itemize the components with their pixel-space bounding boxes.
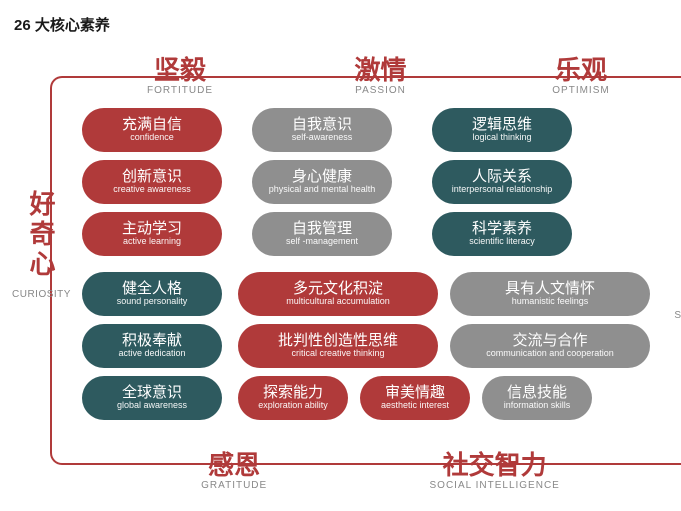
header-row: 坚毅FORTITUDE 激情PASSION 乐观OPTIMISM (90, 50, 671, 96)
pill-zh: 交流与合作 (512, 333, 587, 350)
footer-en: GRATITUDE (201, 480, 267, 491)
pill-en: aesthetic interest (381, 401, 449, 411)
competency-pill: 主动学习active learning (82, 212, 222, 256)
left-axis-label: 好奇心 CURIOSITY (12, 190, 71, 300)
pill-en: information skills (504, 401, 571, 411)
pill-en: physical and mental health (269, 185, 376, 195)
pill-zh: 积极奉献 (122, 333, 182, 350)
pill-en: confidence (130, 133, 174, 143)
pill-row: 充满自信confidence 自我意识self-awareness 逻辑思维logi… (82, 108, 679, 152)
header-en: FORTITUDE (90, 85, 270, 96)
pill-zh: 信息技能 (507, 385, 567, 402)
competency-pill: 自我意识self-awareness (252, 108, 392, 152)
pill-row: 创新意识creative awareness 身心健康physical and m… (82, 160, 679, 204)
pill-en: multicultural accumulation (286, 297, 390, 307)
pill-en: interpersonal relationship (452, 185, 553, 195)
header-en: PASSION (291, 85, 471, 96)
competency-pill: 健全人格sound personality (82, 272, 222, 316)
pill-en: creative awareness (113, 185, 191, 195)
pill-en: active learning (123, 237, 181, 247)
pill-zh: 健全人格 (122, 281, 182, 298)
pill-zh: 批判性创造性思维 (278, 333, 398, 350)
curiosity-en: CURIOSITY (12, 289, 71, 300)
competency-pill: 身心健康physical and mental health (252, 160, 392, 204)
pill-zh: 科学素养 (472, 221, 532, 238)
pill-en: active dedication (118, 349, 185, 359)
competency-pill: 具有人文情怀humanistic feelings (450, 272, 650, 316)
pill-zh: 多元文化积淀 (293, 281, 383, 298)
pill-en: self-awareness (292, 133, 353, 143)
competency-pill: 批判性创造性思维critical creative thinking (238, 324, 438, 368)
footer-row: 感恩GRATITUDE 社交智力SOCIAL INTELLIGENCE (120, 445, 641, 491)
footer-en: SOCIAL INTELLIGENCE (430, 480, 560, 491)
competency-pill: 多元文化积淀multicultural accumulation (238, 272, 438, 316)
competency-pill: 全球意识global awareness (82, 376, 222, 420)
page-title: 26 大核心素养 (14, 14, 110, 35)
pill-zh: 审美情趣 (385, 385, 445, 402)
curiosity-zh: 好奇心 (23, 190, 60, 280)
header-item: 坚毅FORTITUDE (90, 50, 270, 96)
pill-en: critical creative thinking (291, 349, 384, 359)
pill-zh: 具有人文情怀 (505, 281, 595, 298)
competency-pill: 逻辑思维logical thinking (432, 108, 572, 152)
pill-en: exploration ability (258, 401, 328, 411)
competency-pill: 科学素养scientific literacy (432, 212, 572, 256)
footer-item: 社交智力SOCIAL INTELLIGENCE (430, 445, 560, 491)
pill-zh: 探索能力 (263, 385, 323, 402)
pill-en: sound personality (117, 297, 188, 307)
footer-zh: 社交智力 (430, 445, 560, 482)
pill-zh: 人际关系 (472, 169, 532, 186)
competency-pill: 创新意识creative awareness (82, 160, 222, 204)
competency-pill: 充满自信confidence (82, 108, 222, 152)
competency-pill: 审美情趣aesthetic interest (360, 376, 470, 420)
competency-pill: 积极奉献active dedication (82, 324, 222, 368)
right-edge-letter: S (674, 310, 681, 321)
pill-zh: 充满自信 (122, 117, 182, 134)
competency-pill: 自我管理self -management (252, 212, 392, 256)
header-zh: 激情 (291, 50, 471, 87)
footer-zh: 感恩 (201, 445, 267, 482)
header-en: OPTIMISM (491, 85, 671, 96)
competency-pill: 探索能力exploration ability (238, 376, 348, 420)
pill-en: self -management (286, 237, 358, 247)
pill-row: 全球意识global awareness 探索能力exploration abil… (82, 376, 679, 420)
footer-item: 感恩GRATITUDE (201, 445, 267, 491)
pill-zh: 创新意识 (122, 169, 182, 186)
pill-zh: 自我管理 (292, 221, 352, 238)
competency-pill: 交流与合作communication and cooperation (450, 324, 650, 368)
header-zh: 坚毅 (90, 50, 270, 87)
header-zh: 乐观 (491, 50, 671, 87)
pill-en: scientific literacy (469, 237, 535, 247)
pill-en: global awareness (117, 401, 187, 411)
pill-zh: 全球意识 (122, 385, 182, 402)
pill-row: 健全人格sound personality 多元文化积淀multicultural… (82, 272, 679, 316)
pill-grid: 充满自信confidence 自我意识self-awareness 逻辑思维logi… (82, 108, 679, 428)
competency-pill: 人际关系interpersonal relationship (432, 160, 572, 204)
pill-row: 积极奉献active dedication 批判性创造性思维critical cr… (82, 324, 679, 368)
header-item: 激情PASSION (291, 50, 471, 96)
competency-pill: 信息技能information skills (482, 376, 592, 420)
pill-en: humanistic feelings (512, 297, 589, 307)
pill-zh: 逻辑思维 (472, 117, 532, 134)
pill-en: communication and cooperation (486, 349, 614, 359)
pill-en: logical thinking (472, 133, 531, 143)
pill-zh: 身心健康 (292, 169, 352, 186)
pill-zh: 主动学习 (122, 221, 182, 238)
pill-zh: 自我意识 (292, 117, 352, 134)
pill-row: 主动学习active learning 自我管理self -management 科… (82, 212, 679, 256)
header-item: 乐观OPTIMISM (491, 50, 671, 96)
